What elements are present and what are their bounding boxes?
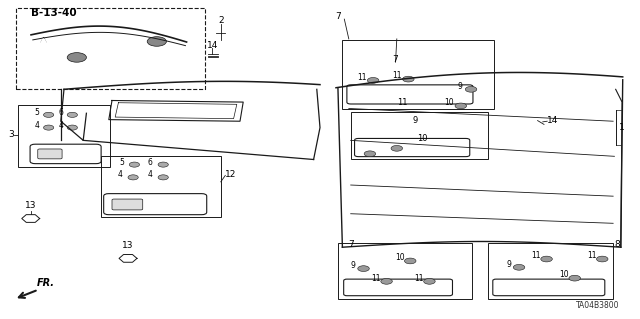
Text: 4: 4 [148,170,153,179]
Text: 11: 11 [397,98,407,107]
Text: 7: 7 [348,241,353,249]
Text: 2: 2 [218,16,223,25]
Text: 11: 11 [532,251,541,260]
Text: 12: 12 [225,170,237,179]
Circle shape [455,103,467,109]
FancyBboxPatch shape [112,199,143,210]
Text: 9: 9 [457,82,462,91]
Circle shape [358,266,369,271]
Text: 6: 6 [58,108,63,117]
Text: 11: 11 [588,251,596,260]
Circle shape [391,145,403,151]
Bar [18,105,110,167]
Text: 1: 1 [620,123,625,132]
Circle shape [158,162,168,167]
Text: 10: 10 [395,253,405,262]
Bar [351,112,488,159]
Text: 5: 5 [35,108,40,117]
Text: 10: 10 [559,271,570,279]
Text: B-13-40: B-13-40 [31,8,76,19]
Text: 8: 8 [615,241,620,249]
Text: 4: 4 [58,121,63,130]
Circle shape [367,78,379,83]
FancyBboxPatch shape [38,149,62,159]
Bar [488,243,613,299]
Circle shape [596,256,608,262]
Text: 9: 9 [412,116,417,125]
Bar [342,40,494,109]
Circle shape [67,112,77,117]
Text: 10: 10 [444,98,454,107]
Text: 9: 9 [506,260,511,269]
Text: 6: 6 [148,158,153,167]
Bar [16,8,205,89]
Circle shape [465,86,477,92]
Circle shape [424,278,435,284]
Circle shape [541,256,552,262]
Circle shape [129,162,140,167]
Text: 4: 4 [35,121,40,130]
Circle shape [44,125,54,130]
Text: 11: 11 [357,73,366,82]
Text: 5: 5 [119,158,124,167]
Circle shape [147,37,166,46]
Circle shape [381,278,392,284]
Text: 14: 14 [207,41,218,50]
Text: 11: 11 [392,71,401,80]
Circle shape [364,151,376,157]
Circle shape [44,112,54,117]
Circle shape [403,76,414,82]
Bar [101,156,221,217]
Text: 13: 13 [122,241,134,250]
Text: 11: 11 [372,274,381,283]
Text: 7: 7 [393,56,398,64]
Circle shape [67,53,86,62]
Text: 10: 10 [417,134,428,143]
Circle shape [158,175,168,180]
Text: 3: 3 [8,130,13,139]
Text: 7: 7 [335,12,340,21]
Text: 13: 13 [25,201,36,210]
Text: 4: 4 [118,170,123,179]
Text: FR.: FR. [37,278,55,288]
Circle shape [513,264,525,270]
Circle shape [128,175,138,180]
Circle shape [404,258,416,264]
Text: TA04B3800: TA04B3800 [576,301,620,310]
Text: 9: 9 [351,261,356,270]
Text: 11: 11 [415,274,424,283]
Circle shape [569,275,580,281]
Circle shape [67,125,77,130]
Bar [338,243,472,299]
Text: 14: 14 [547,116,559,125]
